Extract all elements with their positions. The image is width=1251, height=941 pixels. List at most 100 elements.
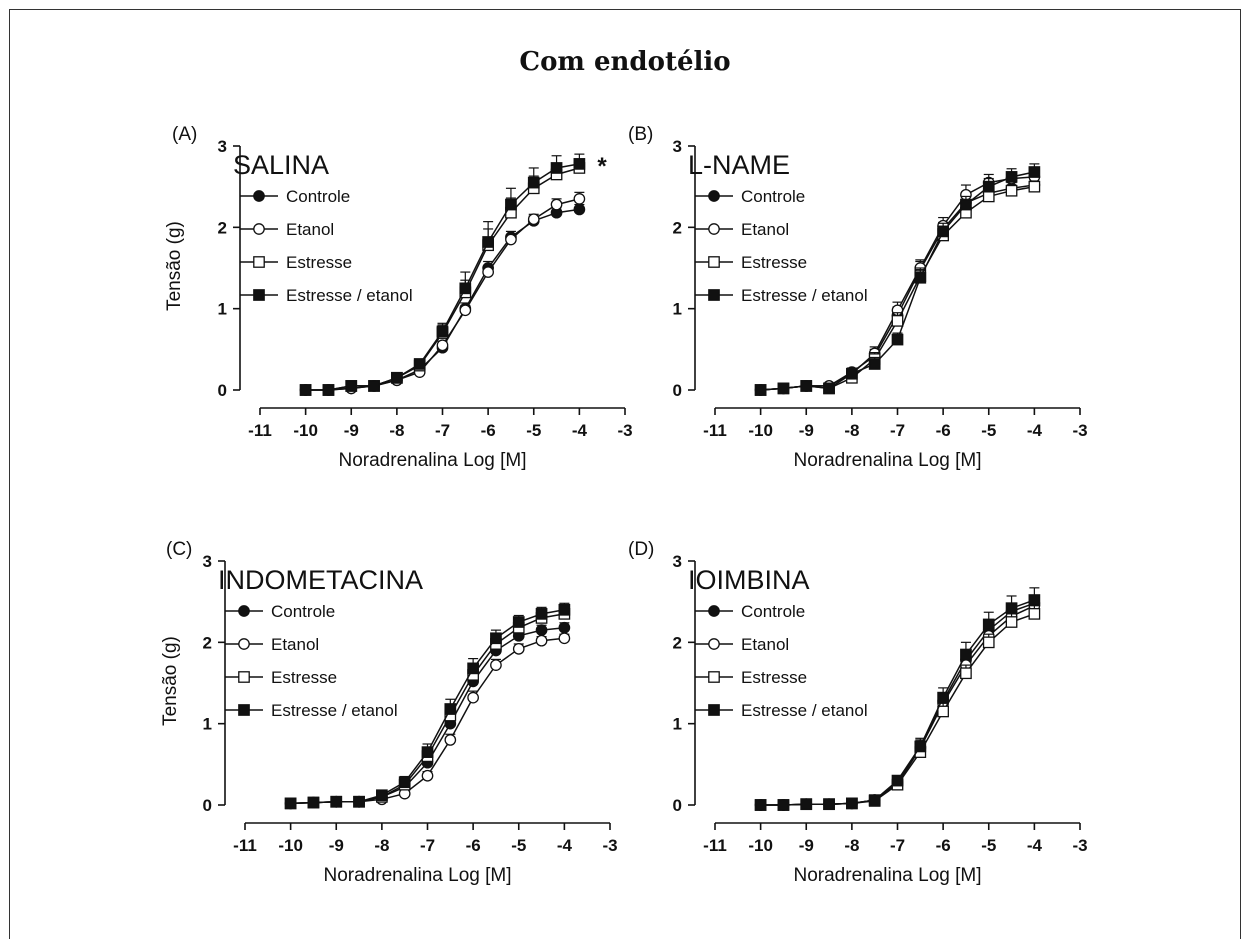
data-point xyxy=(490,659,502,671)
x-tick-label: -7 xyxy=(890,836,905,855)
data-point xyxy=(960,667,972,680)
x-tick-label: -6 xyxy=(936,836,951,855)
chart-panel-a: 0 1 2 3 -11 -10 -9 -8 -7 -6 -5 -4 -3 Noradrenalina Lo… xyxy=(164,124,633,471)
data-point xyxy=(937,691,949,704)
data-point xyxy=(307,796,320,809)
legend-marker xyxy=(238,638,250,650)
x-tick-label: -8 xyxy=(374,836,389,855)
data-point xyxy=(467,691,479,704)
data-point xyxy=(823,382,835,395)
data-point xyxy=(868,358,881,370)
x-tick-label: -10 xyxy=(278,836,303,855)
panel-label: (A) xyxy=(172,124,197,145)
data-point xyxy=(550,198,563,211)
data-point xyxy=(1005,171,1018,183)
data-point xyxy=(982,636,995,649)
data-point xyxy=(914,740,927,753)
data-point xyxy=(398,776,411,789)
legend-label: Estresse xyxy=(286,253,352,272)
legend-marker xyxy=(253,289,265,301)
data-point xyxy=(482,266,494,278)
data-point xyxy=(535,634,548,647)
y-tick-label: 0 xyxy=(203,796,212,815)
y-tick-label: 3 xyxy=(673,552,682,571)
legend-label: Estresse xyxy=(271,668,337,687)
panel-title: INDOMETACINA xyxy=(218,565,423,595)
data-point xyxy=(573,158,586,170)
legend-label: Estresse / etanol xyxy=(741,286,868,305)
x-tick-label: -5 xyxy=(981,836,996,855)
chart-panel-d: 0 1 2 3 -11 -10 -9 -8 -7 -6 -5 -4 -3 Noradrenalina Lo… xyxy=(628,539,1088,886)
x-tick-label: -11 xyxy=(233,836,257,855)
x-tick-label: -10 xyxy=(748,421,773,440)
data-point xyxy=(535,608,548,620)
data-point xyxy=(421,746,434,758)
x-tick-label: -10 xyxy=(293,421,318,440)
legend-label: Estresse / etanol xyxy=(286,286,413,305)
data-point xyxy=(505,198,517,211)
y-tick-label: 3 xyxy=(203,552,212,571)
data-point xyxy=(937,225,949,238)
x-tick-label: -7 xyxy=(420,836,435,855)
x-tick-label: -11 xyxy=(703,836,727,855)
y-tick-label: 2 xyxy=(673,633,682,652)
x-tick-label: -3 xyxy=(1072,836,1087,855)
data-point xyxy=(345,380,358,392)
x-tick-label: -11 xyxy=(703,421,727,440)
data-point xyxy=(322,384,335,396)
series-3 xyxy=(754,163,1041,396)
x-tick-label: -4 xyxy=(557,836,573,855)
x-tick-label: -9 xyxy=(329,836,344,855)
figure-title: Com endotélio xyxy=(519,47,731,77)
panel-title: IOIMBINA xyxy=(688,565,810,595)
data-point xyxy=(891,333,904,346)
series-line xyxy=(760,176,1035,391)
legend-label: Estresse / etanol xyxy=(741,701,868,720)
panel-title: L-NAME xyxy=(688,150,790,180)
data-point xyxy=(490,632,502,645)
y-tick-label: 0 xyxy=(673,796,682,815)
data-point xyxy=(421,769,434,782)
data-point xyxy=(330,795,343,808)
data-point xyxy=(368,380,380,392)
data-point xyxy=(436,325,449,338)
y-tick-label: 3 xyxy=(218,137,227,156)
data-point xyxy=(512,642,525,655)
data-point xyxy=(1028,594,1041,606)
data-point xyxy=(1005,184,1018,197)
legend-marker xyxy=(708,605,720,617)
chart-panel-c: 0 1 2 3 -11 -10 -9 -8 -7 -6 -5 -4 -3 Noradrenalina Lo… xyxy=(160,539,618,886)
x-tick-label: -9 xyxy=(799,421,814,440)
data-point xyxy=(376,789,388,802)
y-tick-label: 0 xyxy=(218,381,227,400)
panel-label: (C) xyxy=(166,539,192,560)
legend-marker xyxy=(708,223,720,235)
legend-marker xyxy=(253,190,265,202)
x-tick-label: -8 xyxy=(844,836,859,855)
data-point xyxy=(777,382,790,395)
data-point xyxy=(937,705,949,718)
x-tick-label: -8 xyxy=(389,421,404,440)
data-point xyxy=(846,797,858,810)
data-point xyxy=(413,358,426,370)
data-point xyxy=(512,616,525,628)
data-point xyxy=(823,798,835,811)
y-axis-label: Tensão (g) xyxy=(160,636,181,726)
data-point xyxy=(982,618,995,631)
legend-marker xyxy=(708,671,720,683)
legend-label: Etanol xyxy=(741,220,789,239)
data-point xyxy=(982,180,995,193)
data-point xyxy=(527,176,540,189)
legend-label: Etanol xyxy=(271,635,319,654)
x-tick-label: -8 xyxy=(844,421,859,440)
x-axis-label: Noradrenalina Log [M] xyxy=(794,865,982,886)
panel-title: SALINA xyxy=(233,150,329,180)
data-point xyxy=(459,304,472,317)
y-tick-label: 1 xyxy=(203,715,212,734)
legend-label: Controle xyxy=(741,187,805,206)
x-tick-label: -11 xyxy=(248,421,272,440)
y-tick-label: 1 xyxy=(673,715,682,734)
chart-panel-b: 0 1 2 3 -11 -10 -9 -8 -7 -6 -5 -4 -3 Noradrenalina Lo… xyxy=(628,124,1088,471)
data-point xyxy=(868,794,881,806)
